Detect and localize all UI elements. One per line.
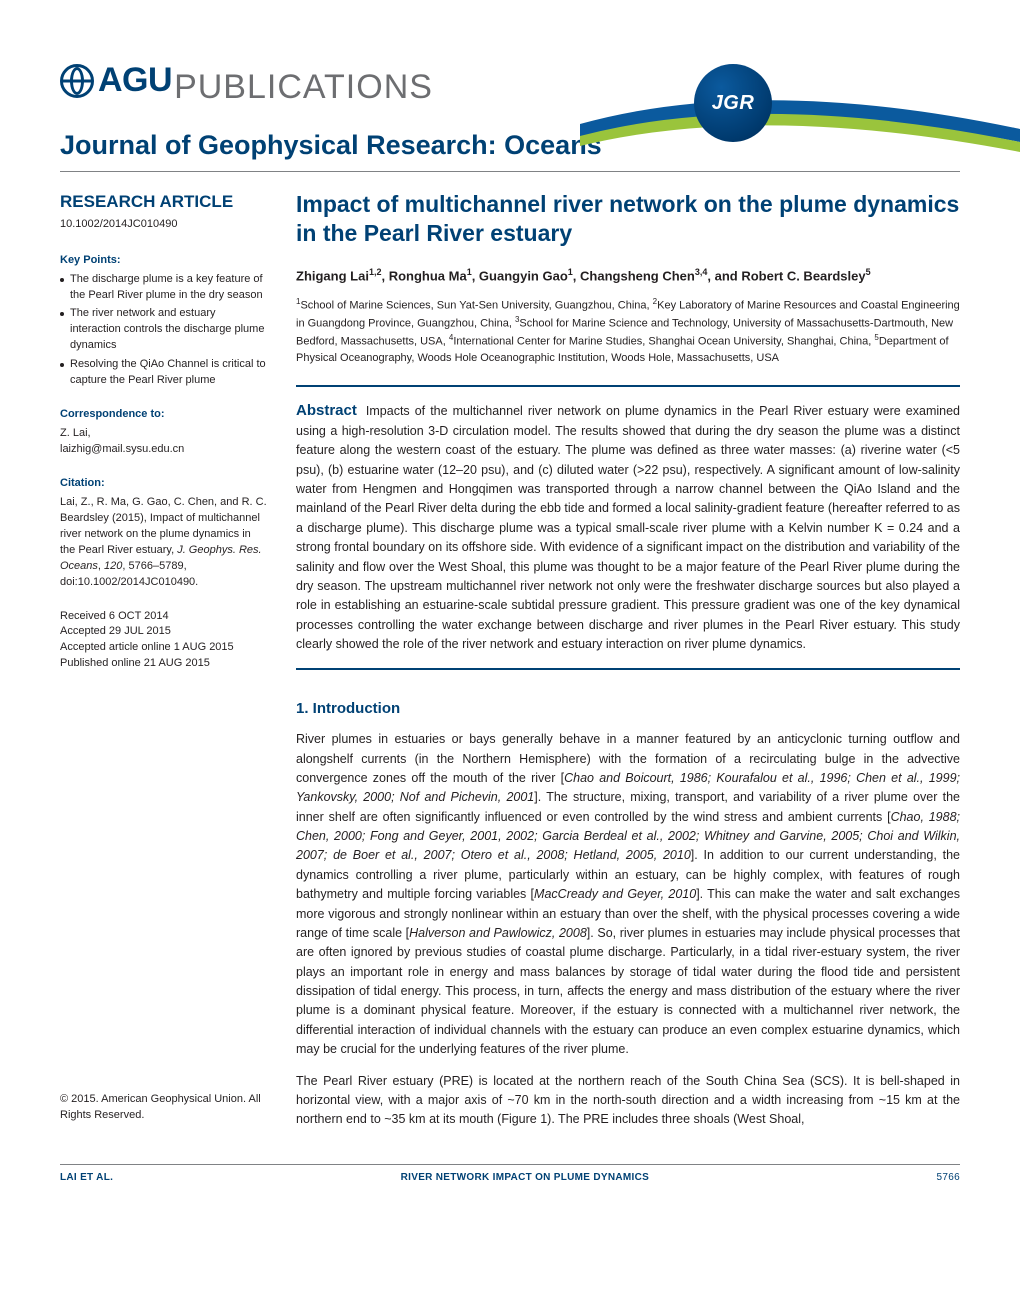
agu-text: AGU bbox=[98, 56, 172, 105]
date-received: Received 6 OCT 2014 bbox=[60, 609, 268, 625]
date-published: Published online 21 AUG 2015 bbox=[60, 656, 268, 672]
article-title: Impact of multichannel river network on … bbox=[296, 190, 960, 248]
abstract-top-rule bbox=[296, 385, 960, 387]
globe-icon bbox=[60, 64, 94, 98]
doi: 10.1002/2014JC010490 bbox=[60, 217, 268, 233]
intro-paragraph-2: The Pearl River estuary (PRE) is located… bbox=[296, 1072, 960, 1130]
date-accepted: Accepted 29 JUL 2015 bbox=[60, 624, 268, 640]
intro-paragraph-1: River plumes in estuaries or bays genera… bbox=[296, 730, 960, 1059]
key-point-item: The discharge plume is a key feature of … bbox=[60, 272, 268, 304]
abstract-text: Abstract Impacts of the multichannel riv… bbox=[296, 399, 960, 655]
correspondence-head: Correspondence to: bbox=[60, 407, 268, 423]
correspondence-block: Correspondence to: Z. Lai, laizhig@mail.… bbox=[60, 407, 268, 458]
abstract-bottom-rule bbox=[296, 668, 960, 670]
correspondence-email: laizhig@mail.sysu.edu.cn bbox=[60, 442, 268, 458]
jgr-badge-text: JGR bbox=[712, 89, 755, 118]
article-type: RESEARCH ARTICLE bbox=[60, 190, 268, 215]
citation-text: Lai, Z., R. Ma, G. Gao, C. Chen, and R. … bbox=[60, 495, 268, 591]
authors: Zhigang Lai1,2, Ronghua Ma1, Guangyin Ga… bbox=[296, 266, 960, 286]
date-accepted-online: Accepted article online 1 AUG 2015 bbox=[60, 640, 268, 656]
footer-page-number: 5766 bbox=[937, 1171, 960, 1186]
agu-logo: AGU bbox=[60, 56, 172, 105]
key-points-list: The discharge plume is a key feature of … bbox=[60, 272, 268, 390]
citation-head: Citation: bbox=[60, 476, 268, 492]
abstract-label: Abstract bbox=[296, 402, 357, 419]
abstract-block: Abstract Impacts of the multichannel riv… bbox=[296, 399, 960, 655]
dates-block: Received 6 OCT 2014 Accepted 29 JUL 2015… bbox=[60, 609, 268, 673]
footer-running-title: RIVER NETWORK IMPACT ON PLUME DYNAMICS bbox=[401, 1171, 649, 1186]
key-point-item: Resolving the QiAo Channel is critical t… bbox=[60, 357, 268, 389]
section-intro-head: 1. Introduction bbox=[296, 698, 960, 720]
publications-text: PUBLICATIONS bbox=[174, 63, 433, 112]
main-column: Impact of multichannel river network on … bbox=[296, 190, 960, 1142]
key-point-item: The river network and estuary interactio… bbox=[60, 306, 268, 354]
key-points-head: Key Points: bbox=[60, 253, 268, 269]
page-footer: LAI ET AL. RIVER NETWORK IMPACT ON PLUME… bbox=[60, 1171, 960, 1186]
affiliations: 1School of Marine Sciences, Sun Yat-Sen … bbox=[296, 296, 960, 367]
correspondence-name: Z. Lai, bbox=[60, 426, 268, 442]
footer-rule bbox=[60, 1164, 960, 1165]
sidebar: RESEARCH ARTICLE 10.1002/2014JC010490 Ke… bbox=[60, 190, 268, 1142]
abstract-body: Impacts of the multichannel river networ… bbox=[296, 404, 960, 651]
copyright: © 2015. American Geophysical Union. All … bbox=[60, 1092, 268, 1124]
footer-authors: LAI ET AL. bbox=[60, 1171, 113, 1186]
jgr-badge-wrap: JGR bbox=[580, 56, 960, 136]
swoosh-icon bbox=[580, 84, 1020, 174]
citation-block: Citation: Lai, Z., R. Ma, G. Gao, C. Che… bbox=[60, 476, 268, 591]
key-points-block: Key Points: The discharge plume is a key… bbox=[60, 253, 268, 390]
jgr-circle-badge: JGR bbox=[694, 64, 772, 142]
